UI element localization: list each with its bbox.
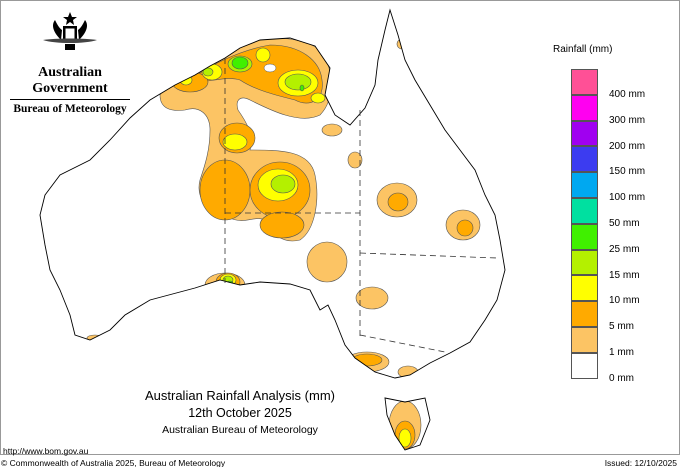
australia-rainfall-map bbox=[39, 8, 506, 451]
legend-swatch bbox=[571, 94, 598, 121]
map-source: Australian Bureau of Meteorology bbox=[162, 424, 318, 436]
legend-swatch bbox=[571, 327, 598, 353]
legend-title: Rainfall (mm) bbox=[553, 44, 613, 55]
legend-label: 5 mm bbox=[609, 321, 634, 333]
legend-label: 10 mm bbox=[609, 295, 640, 307]
legend-label: 1 mm bbox=[609, 347, 634, 358]
legend-swatch bbox=[571, 301, 598, 327]
legend-label: 300 mm bbox=[609, 114, 646, 126]
copyright: © Commonwealth of Australia 2025, Bureau… bbox=[1, 458, 226, 467]
legend-label: 100 mm bbox=[609, 192, 646, 204]
legend-swatch bbox=[571, 223, 598, 250]
state-borders bbox=[224, 58, 498, 353]
map-title: Australian Rainfall Analysis (mm) bbox=[144, 388, 335, 403]
legend-label: 25 mm bbox=[609, 243, 640, 255]
map-date: 12th October 2025 bbox=[188, 406, 292, 420]
legend-swatch bbox=[571, 198, 598, 224]
legend-swatch bbox=[571, 172, 598, 198]
legend-swatch bbox=[571, 275, 598, 302]
legend-label: 200 mm bbox=[609, 140, 646, 152]
issued-date: Issued: 12/10/2025 bbox=[604, 458, 677, 467]
government-name: Australian Government bbox=[32, 65, 108, 96]
coastline bbox=[39, 8, 506, 451]
legend-swatch bbox=[571, 249, 598, 276]
bureau-name: Bureau of Meteorology bbox=[10, 99, 130, 115]
coat-of-arms-icon bbox=[43, 12, 97, 50]
legend-label: 400 mm bbox=[609, 89, 646, 100]
legend-swatch bbox=[571, 69, 598, 95]
website-url[interactable]: http://www.bom.gov.au bbox=[3, 446, 89, 456]
legend-label: 150 mm bbox=[609, 166, 646, 178]
legend-label: 0 mm bbox=[609, 372, 634, 384]
legend-label: 15 mm bbox=[609, 269, 640, 281]
legend-swatch bbox=[571, 120, 598, 147]
legend-label: 50 mm bbox=[609, 218, 640, 229]
government-logo: Australian Government Bureau of Meteorol… bbox=[10, 10, 130, 115]
legend-swatch bbox=[571, 352, 598, 379]
legend-swatch bbox=[571, 146, 598, 173]
